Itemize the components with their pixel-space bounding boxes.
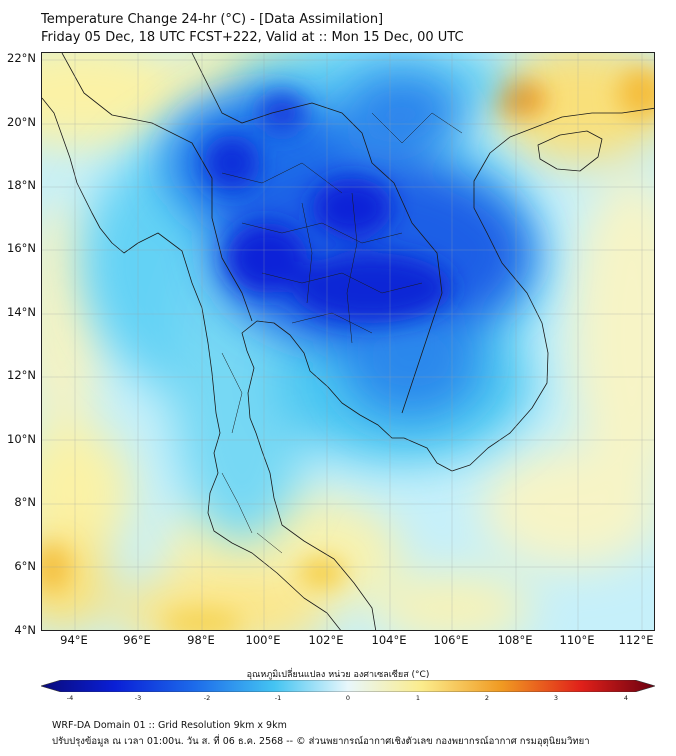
temperature-field-map <box>42 53 654 630</box>
colorbar-gradient <box>41 680 655 692</box>
lon-label-94e: 94°E <box>60 633 88 647</box>
gulf-coastline <box>241 107 654 630</box>
colorbar-tick: 0 <box>345 694 351 702</box>
lon-label-108e: 108°E <box>497 633 533 647</box>
lon-label-104e: 104°E <box>371 633 407 647</box>
colorbar-tick: 1 <box>415 694 421 702</box>
mainland-coastline <box>42 97 341 630</box>
lon-label-112e: 112°E <box>618 633 654 647</box>
lon-label-100e: 100°E <box>245 633 281 647</box>
warm-patch <box>482 448 654 568</box>
warm-patch <box>492 53 654 163</box>
hot-spot <box>618 67 654 119</box>
colorbar <box>41 680 655 692</box>
lat-label-18n: 18°N <box>7 178 36 192</box>
colorbar-tick: 4 <box>623 694 629 702</box>
lat-label-6n: 6°N <box>14 559 36 573</box>
province-borders <box>221 112 463 554</box>
lat-label-8n: 8°N <box>14 495 36 509</box>
map-subtitle: Friday 05 Dec, 18 UTC FCST+222, Valid at… <box>41 30 464 45</box>
lon-label-96e: 96°E <box>123 633 151 647</box>
cold-core <box>312 178 392 238</box>
warm-patch <box>112 573 332 630</box>
colorbar-tick: 2 <box>484 694 490 702</box>
lon-label-98e: 98°E <box>187 633 215 647</box>
lat-label-10n: 10°N <box>7 432 36 446</box>
lon-label-102e: 102°E <box>308 633 344 647</box>
colorbar-tick: -2 <box>203 694 211 702</box>
footer-credit: ปรับปรุงข้อมูล ณ เวลา 01:00น. วัน ส. ที่… <box>52 736 590 747</box>
cold-core <box>258 93 306 133</box>
map-panel <box>41 52 655 631</box>
footer-model-info: WRF-DA Domain 01 :: Grid Resolution 9km … <box>52 720 287 731</box>
lat-label-20n: 20°N <box>7 115 36 129</box>
lat-label-16n: 16°N <box>7 241 36 255</box>
lon-label-106e: 106°E <box>433 633 469 647</box>
lat-label-4n: 4°N <box>14 623 36 637</box>
graticule <box>42 53 654 630</box>
lat-label-12n: 12°N <box>7 368 36 382</box>
lat-label-22n: 22°N <box>7 51 36 65</box>
island-hainan <box>537 130 603 172</box>
cold-core <box>227 223 307 293</box>
colorbar-tick: -3 <box>134 694 142 702</box>
lat-label-14n: 14°N <box>7 305 36 319</box>
hot-spot <box>298 557 346 589</box>
colorbar-tick: -4 <box>66 694 74 702</box>
coastline-and-borders <box>42 53 654 630</box>
warm-patch <box>572 173 654 493</box>
hot-spot <box>42 544 70 592</box>
lon-label-110e: 110°E <box>559 633 595 647</box>
cold-core <box>204 135 260 191</box>
colorbar-title: อุณหภูมิเปลี่ยนแปลง หน่วย องศาเซลเซียส (… <box>246 670 430 680</box>
colorbar-tick: 3 <box>553 694 559 702</box>
cool-core <box>342 308 482 418</box>
map-title: Temperature Change 24-hr (°C) - [Data As… <box>41 12 384 27</box>
warm-patch <box>42 423 132 563</box>
cool-core <box>342 73 462 153</box>
colorbar-tick: -1 <box>274 694 282 702</box>
